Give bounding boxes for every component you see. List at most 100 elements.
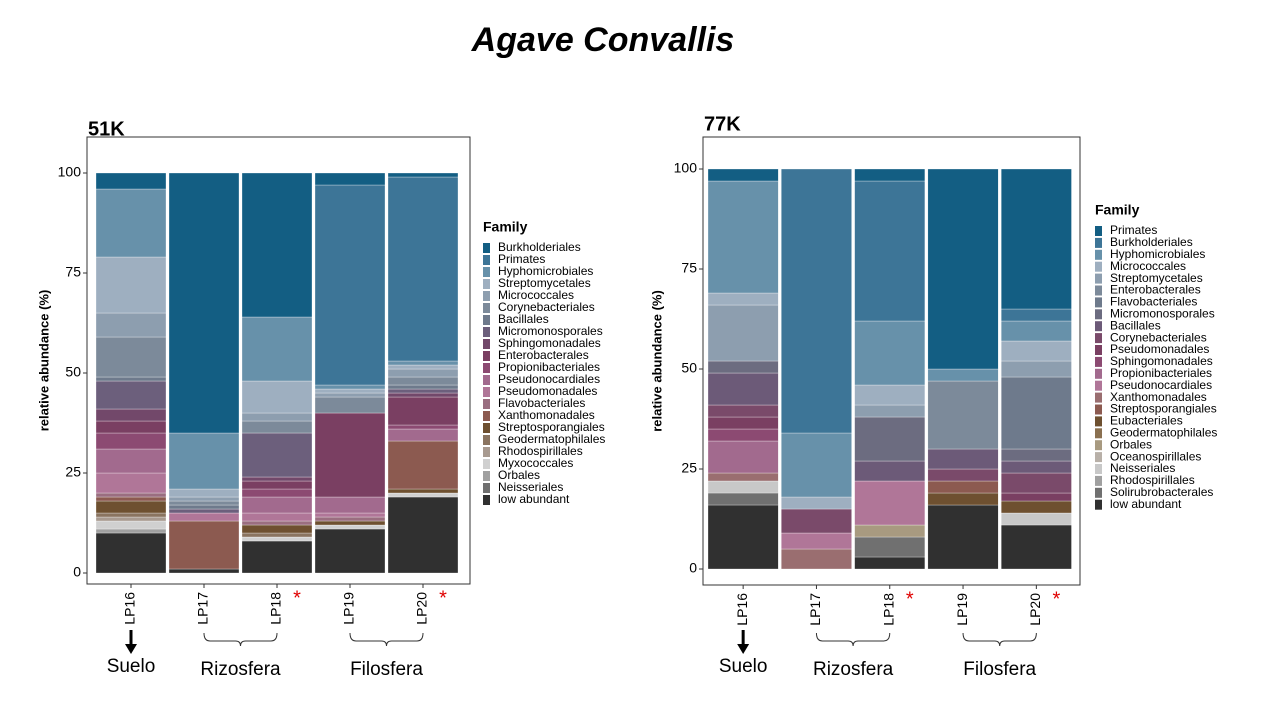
- bar-segment: [95, 376, 167, 382]
- bar-segment: [95, 432, 167, 450]
- legend-label: Burkholderiales: [498, 240, 581, 254]
- legend-swatch: [483, 423, 490, 433]
- y-tick-label: 0: [689, 560, 697, 576]
- bar-segment: [387, 488, 459, 494]
- bar-segment: [241, 536, 313, 542]
- bar-segment: [781, 496, 852, 510]
- arrow-head: [737, 644, 750, 654]
- x-tick-label: LP19: [341, 592, 357, 625]
- y-tick-label: 50: [681, 360, 697, 376]
- bar-segment: [387, 384, 459, 390]
- panel-title: 51K: [88, 118, 125, 140]
- bar-segment: [241, 412, 313, 422]
- bar-segment: [168, 512, 240, 522]
- bar-segment: [95, 496, 167, 502]
- bar-segment: [387, 392, 459, 398]
- bar-segment: [95, 380, 167, 410]
- bar-segment: [1001, 500, 1072, 514]
- legend-label: Orbales: [1110, 437, 1152, 451]
- legend-swatch: [483, 351, 490, 361]
- legend-swatch: [483, 243, 490, 253]
- bar-segment: [1001, 524, 1072, 570]
- y-tick-label: 100: [58, 164, 82, 180]
- bar-segment: [707, 372, 779, 406]
- bar-segment: [241, 520, 313, 526]
- group-brace: [203, 632, 278, 647]
- bar-segment: [387, 360, 459, 366]
- y-tick-label: 25: [681, 460, 697, 476]
- legend-label: Pseudonocardiales: [498, 372, 600, 386]
- bar-segment: [707, 360, 779, 374]
- legend-label: Geodermatophilales: [1110, 425, 1217, 439]
- bar-segment: [241, 480, 313, 490]
- bar-segment: [387, 176, 459, 362]
- panel-title: 77K: [704, 113, 741, 135]
- bar-segment: [314, 516, 386, 522]
- bar-segment: [387, 172, 459, 178]
- bar-segment: [387, 388, 459, 394]
- bar-segment: [1001, 460, 1072, 474]
- bar-segment: [95, 188, 167, 258]
- bar-segment: [854, 180, 926, 322]
- bar-segment: [854, 384, 926, 406]
- y-tick-label: 0: [73, 564, 81, 580]
- bar-segment: [854, 404, 926, 418]
- legend-label: Geodermatophilales: [498, 432, 605, 446]
- bar-segment: [927, 380, 999, 450]
- bar-segment: [241, 532, 313, 538]
- bar-segment: [241, 380, 313, 414]
- bar-segment: [1001, 376, 1072, 450]
- bar-segment: [927, 480, 999, 494]
- bar-segment: [387, 376, 459, 386]
- y-tick-label: 100: [674, 160, 698, 176]
- bar-segment: [168, 500, 240, 506]
- legend-swatch: [1095, 297, 1102, 308]
- x-tick-label: LP17: [807, 593, 823, 626]
- bar-segment: [387, 424, 459, 430]
- group-brace: [815, 632, 891, 647]
- legend-label: Bacillales: [498, 312, 549, 326]
- legend-label: Enterobacterales: [498, 348, 589, 362]
- bar-segment: [781, 432, 852, 498]
- x-tick-label: LP16: [734, 593, 750, 626]
- group-label: Filosfera: [350, 659, 423, 680]
- bar-segment: [314, 528, 386, 574]
- bar-segment: [707, 480, 779, 494]
- legend-swatch: [1095, 285, 1102, 296]
- x-tick-label: LP19: [954, 593, 970, 626]
- legend-swatch: [1095, 452, 1102, 463]
- legend-label: Corynebacteriales: [1110, 330, 1207, 344]
- bar-segment: [927, 504, 999, 570]
- bar-segment: [707, 292, 779, 306]
- bar-segment: [707, 304, 779, 362]
- x-tick-label: LP17: [195, 592, 211, 625]
- legend-swatch: [1095, 309, 1102, 320]
- legend-label: Sphingomonadales: [1110, 354, 1213, 368]
- bar-segment: [781, 508, 852, 534]
- legend-label: Rhodospirillales: [1110, 473, 1195, 487]
- legend-label: Micromonosporales: [498, 324, 603, 338]
- bar-segment: [241, 420, 313, 434]
- legend-label: Oceanospirillales: [1110, 449, 1201, 463]
- bar-segment: [95, 512, 167, 518]
- legend-label: Pseudomonadales: [1110, 342, 1209, 356]
- x-tick-label: LP20: [414, 592, 430, 625]
- bar-segment: [168, 496, 240, 502]
- group-label: Rizosfera: [200, 659, 281, 680]
- legend-swatch: [1095, 404, 1102, 415]
- legend-label: Streptomycetales: [498, 276, 591, 290]
- legend-label: Pseudonocardiales: [1110, 378, 1212, 392]
- bar-segment: [314, 496, 386, 514]
- y-tick-label: 25: [65, 464, 81, 480]
- legend-swatch: [483, 255, 490, 265]
- bar-segment: [387, 496, 459, 574]
- x-tick-label: LP18: [880, 593, 896, 626]
- bar-segment: [387, 428, 459, 442]
- legend-swatch: [1095, 368, 1102, 379]
- bar-segment: [95, 492, 167, 498]
- bar-segment: [314, 184, 386, 386]
- bar-segment: [854, 416, 926, 462]
- y-tick-label: 50: [65, 364, 81, 380]
- significance-mark: *: [1052, 588, 1060, 610]
